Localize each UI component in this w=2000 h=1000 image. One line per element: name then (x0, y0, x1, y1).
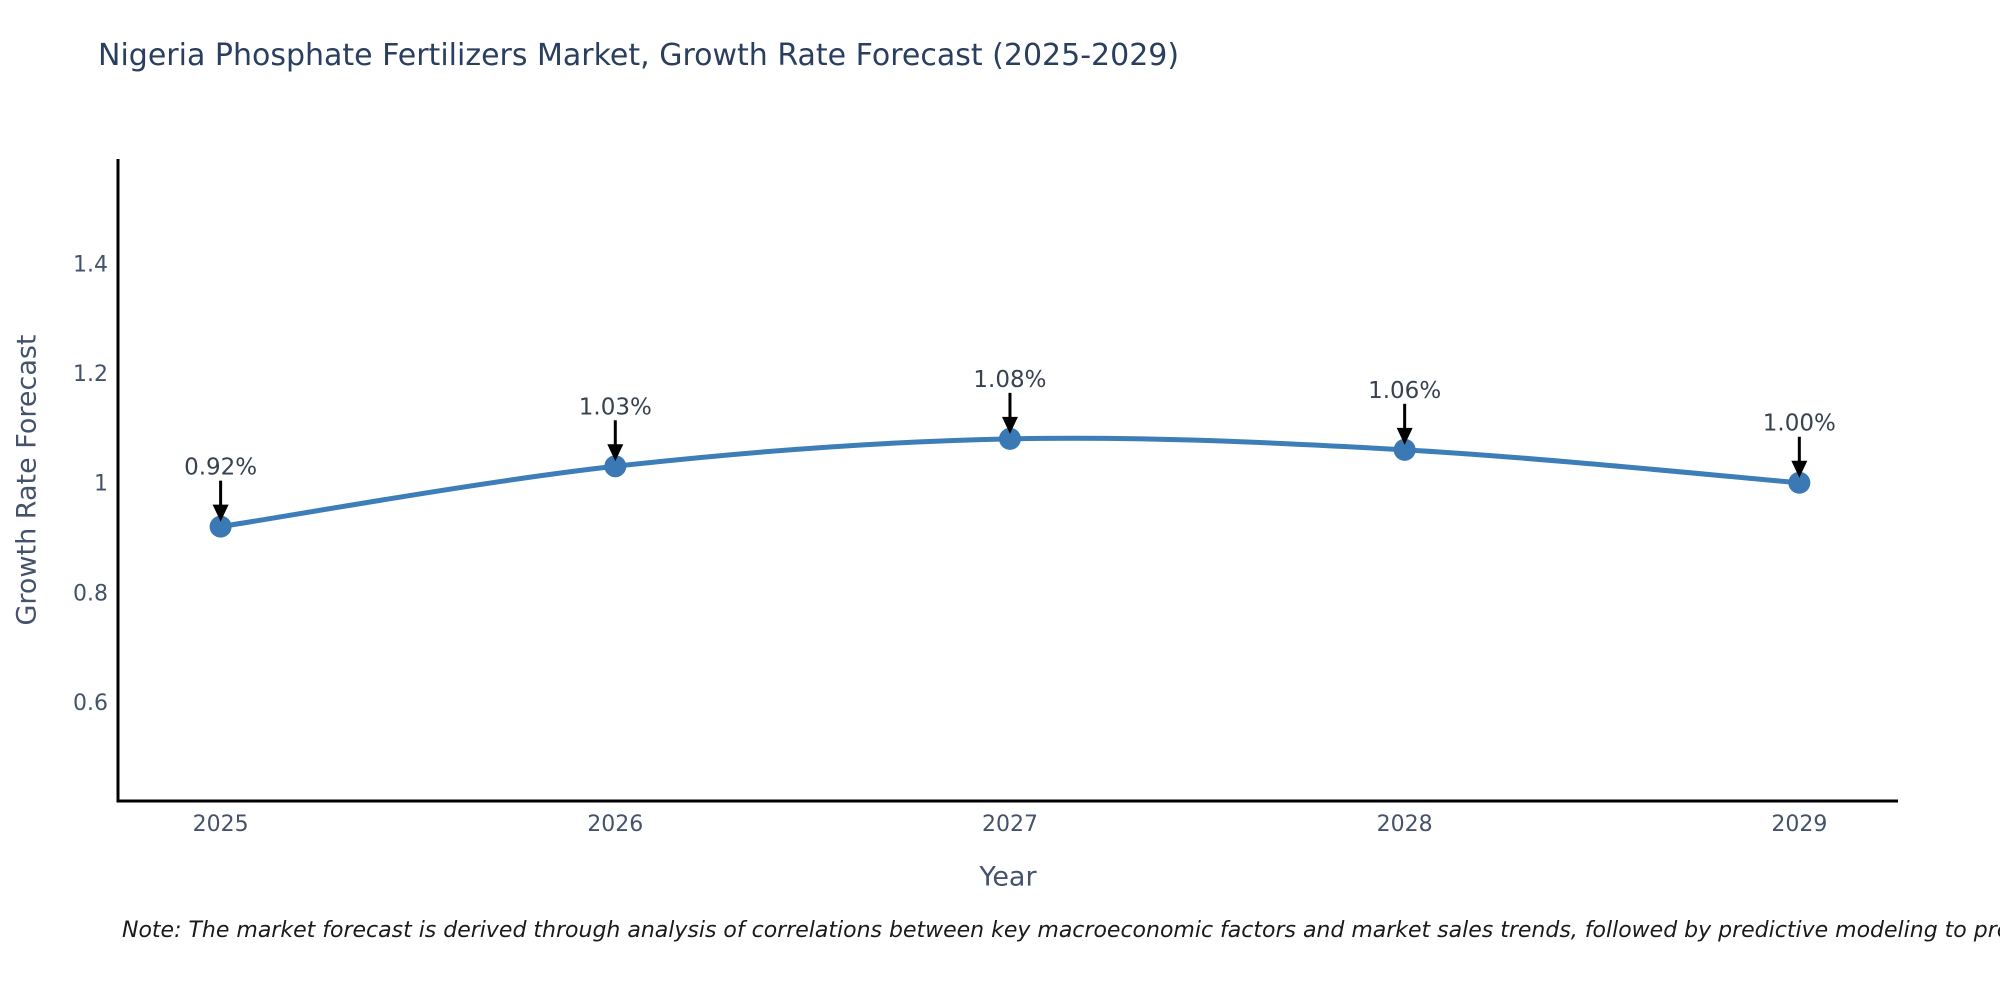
x-tick-label: 2029 (1771, 812, 1827, 837)
data-point-label: 1.00% (1763, 411, 1836, 437)
annotation-arrowhead-icon (1791, 460, 1808, 478)
annotation-arrowhead-icon (1001, 416, 1018, 434)
y-tick-label: 0.6 (73, 691, 108, 716)
annotation-arrowhead-icon (212, 504, 229, 522)
y-tick-label: 1.4 (73, 252, 108, 277)
x-tick-label: 2027 (982, 812, 1038, 837)
data-point-label: 0.92% (184, 455, 257, 481)
x-axis-title: Year (979, 861, 1037, 893)
data-point-marker (604, 455, 627, 478)
growth-rate-line (220, 435, 1800, 530)
data-point-marker (209, 515, 232, 538)
y-axis-title: Growth Rate Forecast (11, 334, 43, 626)
data-point-label: 1.06% (1368, 378, 1441, 404)
data-point-marker (1393, 438, 1416, 461)
y-tick-label: 1.2 (73, 362, 108, 387)
x-tick-label: 2028 (1377, 812, 1433, 837)
annotation-arrowhead-icon (607, 444, 624, 462)
data-point-marker (998, 427, 1021, 450)
data-point-marker (1788, 471, 1811, 494)
annotation-arrowhead-icon (1396, 427, 1413, 445)
y-tick-label: 1 (94, 472, 108, 497)
data-point-label: 1.08% (973, 367, 1046, 393)
y-tick-label: 0.8 (73, 581, 108, 606)
x-tick-label: 2026 (587, 812, 643, 837)
data-point-label: 1.03% (579, 394, 652, 420)
chart-title: Nigeria Phosphate Fertilizers Market, Gr… (98, 38, 1180, 73)
footnote: Note: The market forecast is derived thr… (122, 918, 2000, 943)
x-tick-label: 2025 (193, 812, 249, 837)
